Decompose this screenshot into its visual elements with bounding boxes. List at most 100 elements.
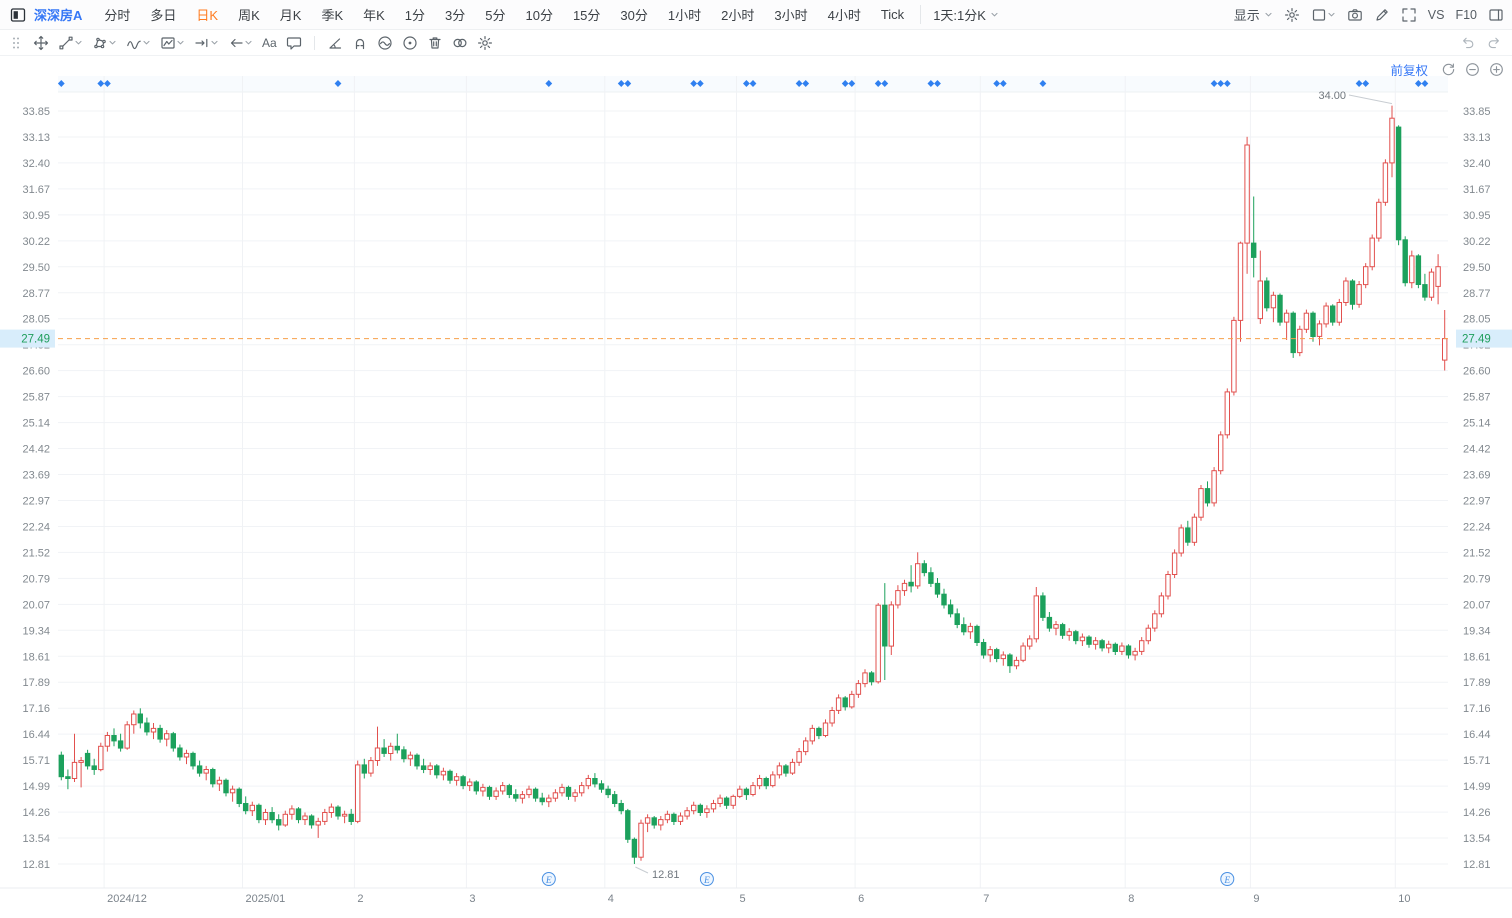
price-line-tool[interactable] [191, 33, 222, 53]
crosshair-move[interactable] [30, 33, 52, 53]
tab-周K[interactable]: 周K [238, 8, 260, 23]
svg-text:13.54: 13.54 [22, 833, 50, 845]
display-menu[interactable]: 显示 [1234, 5, 1273, 24]
undo-icon[interactable] [1461, 35, 1476, 50]
svg-text:E: E [545, 876, 552, 886]
drag-handle[interactable] [5, 33, 27, 53]
pattern-tool[interactable] [157, 33, 188, 53]
magnet-tool[interactable] [349, 33, 371, 53]
svg-text:14.26: 14.26 [22, 807, 50, 819]
zoom-out-icon[interactable] [1465, 62, 1480, 77]
tab-5分[interactable]: 5分 [485, 8, 506, 23]
svg-text:23.69: 23.69 [22, 470, 50, 482]
fullscreen-icon[interactable] [1401, 7, 1417, 23]
text-tool[interactable]: Aa [262, 35, 277, 50]
drawing-settings-gear[interactable] [474, 33, 496, 53]
tab-年K[interactable]: 年K [363, 8, 385, 23]
svg-text:28.77: 28.77 [22, 288, 50, 300]
event-diamonds [57, 80, 1429, 87]
svg-text:20.07: 20.07 [1463, 599, 1491, 611]
svg-text:18.61: 18.61 [22, 651, 50, 663]
tab-2小时[interactable]: 2小时 [721, 8, 755, 23]
svg-text:33.85: 33.85 [22, 106, 50, 118]
app-logo-icon [10, 7, 26, 23]
svg-text:32.40: 32.40 [22, 158, 50, 170]
svg-text:17.89: 17.89 [1463, 677, 1491, 689]
svg-text:30.22: 30.22 [1463, 236, 1491, 248]
svg-text:16.44: 16.44 [22, 729, 50, 741]
adjustment-mode-link[interactable]: 前复权 [1390, 64, 1428, 78]
tab-1小时[interactable]: 1小时 [667, 8, 702, 23]
svg-text:28.05: 28.05 [1463, 314, 1491, 326]
svg-text:28.05: 28.05 [22, 314, 50, 326]
candlestick-chart[interactable]: 33.85 33.85 33.13 33.13 32.40 32.40 31.67 31.67… [0, 56, 1512, 918]
delete-tool[interactable] [424, 33, 446, 53]
redo-icon[interactable] [1486, 35, 1501, 50]
right-panel-icon[interactable] [1488, 7, 1504, 23]
svg-text:14.99: 14.99 [22, 781, 50, 793]
tab-日K[interactable]: 日K [196, 8, 219, 23]
svg-text:14.26: 14.26 [1463, 807, 1491, 819]
svg-text:10: 10 [1398, 893, 1410, 905]
svg-text:2025/01: 2025/01 [246, 893, 286, 905]
current-price-tag-left: 27.49 [0, 329, 55, 348]
tab-Tick[interactable]: Tick [880, 7, 905, 22]
period-tabs: 分时 多日 日K 周K 月K 季K 年K 1分 3分 5分 10分 15分 30分 1小时 2小时 3小时 4小… [94, 5, 914, 24]
chart-settings-gear-icon[interactable] [1284, 7, 1300, 23]
chevron-down-icon [1264, 10, 1273, 19]
vs-button[interactable]: VS [1427, 7, 1445, 22]
trend-line[interactable] [55, 33, 86, 53]
tab-4小时[interactable]: 4小时 [827, 8, 861, 23]
link-tool[interactable] [449, 33, 471, 53]
candles [58, 105, 1448, 864]
period-selector[interactable]: 1天:1分K [920, 5, 999, 24]
shape-tool[interactable] [89, 33, 120, 53]
tab-1分[interactable]: 1分 [404, 8, 426, 23]
wave-tool[interactable] [123, 33, 154, 53]
svg-text:25.87: 25.87 [1463, 392, 1491, 404]
top-toolbar: 深深房A 分时 多日 日K 周K 月K 季K 年K 1分 3分 5分 10分 15分 30分 1小时 2小时… [0, 0, 1512, 30]
draw-pencil-icon[interactable] [1374, 7, 1390, 23]
svg-text:33.13: 33.13 [1463, 132, 1491, 144]
svg-text:2024/12: 2024/12 [107, 893, 147, 905]
svg-text:12.81: 12.81 [652, 869, 680, 881]
screenshot-camera-icon[interactable] [1347, 7, 1363, 23]
svg-text:18.61: 18.61 [1463, 651, 1491, 663]
tab-3分[interactable]: 3分 [445, 8, 466, 23]
svg-text:4: 4 [608, 893, 614, 905]
svg-text:25.14: 25.14 [22, 418, 50, 430]
svg-text:12.81: 12.81 [1463, 859, 1491, 871]
tab-月K[interactable]: 月K [279, 8, 302, 23]
svg-text:30.22: 30.22 [22, 236, 50, 248]
tab-季K[interactable]: 季K [321, 8, 344, 23]
svg-text:34.00: 34.00 [1318, 90, 1346, 102]
tab-10分[interactable]: 10分 [525, 8, 553, 23]
target-tool[interactable] [399, 33, 421, 53]
tab-分时[interactable]: 分时 [104, 8, 131, 23]
comment-tool[interactable] [283, 33, 305, 53]
tab-3小时[interactable]: 3小时 [774, 8, 808, 23]
tab-30分[interactable]: 30分 [620, 8, 648, 23]
tab-15分[interactable]: 15分 [572, 8, 601, 23]
svg-text:22.24: 22.24 [22, 521, 50, 533]
stock-name[interactable]: 深深房A [34, 8, 83, 23]
svg-text:33.13: 33.13 [22, 132, 50, 144]
svg-text:16.44: 16.44 [1463, 729, 1491, 741]
tab-多日[interactable]: 多日 [150, 8, 177, 23]
hide-drawings-tool[interactable] [374, 33, 396, 53]
arrow-tool[interactable] [225, 33, 256, 53]
svg-text:20.79: 20.79 [22, 573, 50, 585]
reset-view-icon[interactable] [1441, 62, 1456, 77]
svg-text:19.34: 19.34 [1463, 625, 1491, 637]
zoom-in-icon[interactable] [1489, 62, 1504, 77]
layout-grid-icon[interactable] [1311, 7, 1336, 23]
period-selector-label: 1天:1分K [933, 8, 986, 23]
current-price-tag-right: 27.49 [1456, 329, 1512, 348]
svg-text:14.99: 14.99 [1463, 781, 1491, 793]
svg-text:32.40: 32.40 [1463, 158, 1491, 170]
f10-button[interactable]: F10 [1455, 7, 1477, 22]
svg-text:15.71: 15.71 [1463, 755, 1491, 767]
svg-text:25.14: 25.14 [1463, 418, 1491, 430]
svg-text:9: 9 [1253, 893, 1259, 905]
angle-tool[interactable] [324, 33, 346, 53]
